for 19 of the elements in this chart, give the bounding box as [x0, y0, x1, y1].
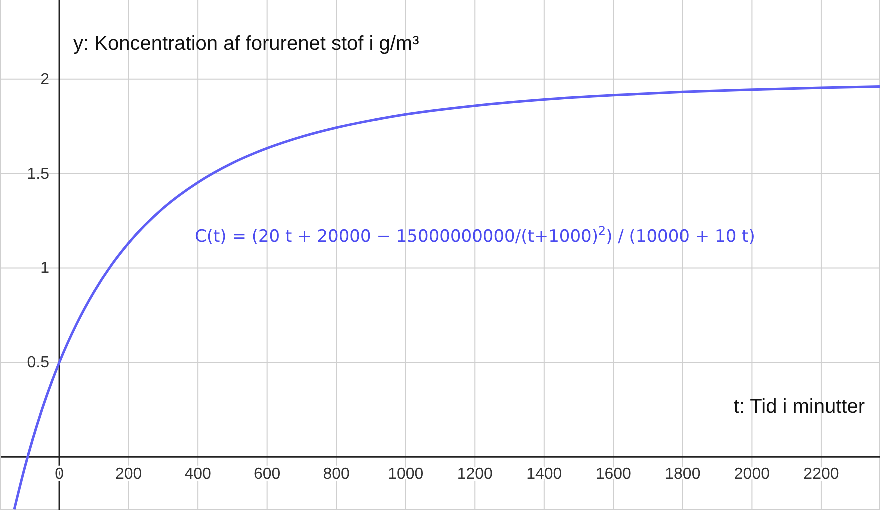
x-tick-label: 1800	[665, 466, 701, 484]
x-tick-label: 600	[254, 466, 281, 484]
x-tick-label: 1400	[526, 466, 562, 484]
x-tick-label: 1600	[596, 466, 632, 484]
x-tick-label: 1200	[457, 466, 494, 484]
y-tick-label: 2	[40, 71, 50, 88]
x-tick-label: 2000	[734, 466, 770, 484]
x-tick-label: 400	[184, 466, 212, 484]
y-tick-label: 1.5	[27, 166, 50, 183]
x-tick-label: 2200	[804, 466, 840, 484]
y-tick-label: 1	[40, 260, 50, 278]
x-tick-label: 200	[115, 466, 142, 484]
y-axis-title: y: Koncentration af forurenet stof i g/m³	[74, 33, 420, 55]
line-series	[13, 85, 880, 510]
x-tick-label: 1000	[388, 466, 424, 484]
y-tick-label: 0.5	[27, 354, 50, 372]
annotation: C(t) = (20 t + 20000 − 15000000000/(t+1000)$^{2}$) / (10000 + 10 t)	[195, 224, 756, 247]
x-axis-title: t: Tid i minutter	[734, 396, 866, 418]
x-tick-label: 800	[323, 466, 350, 484]
